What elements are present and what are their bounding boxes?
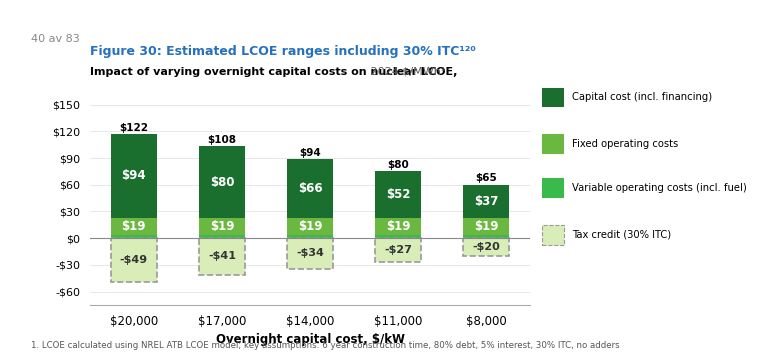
Bar	[463, 235, 509, 238]
Text: $108: $108	[207, 135, 236, 145]
Text: $122: $122	[119, 123, 148, 132]
Text: -$27: -$27	[385, 245, 412, 255]
X-axis label: Overnight capital cost, $/kW: Overnight capital cost, $/kW	[215, 333, 405, 346]
Bar	[287, 235, 333, 238]
Bar	[199, 238, 245, 275]
Text: $19: $19	[210, 220, 234, 233]
Text: Variable operating costs (incl. fuel): Variable operating costs (incl. fuel)	[572, 183, 746, 193]
Text: $65: $65	[476, 173, 497, 183]
Bar	[463, 185, 509, 218]
Bar	[111, 235, 157, 238]
Text: $66: $66	[298, 182, 322, 195]
Text: $19: $19	[122, 220, 146, 233]
Text: $52: $52	[386, 188, 410, 201]
Text: $80: $80	[210, 175, 234, 188]
Text: Impact of varying overnight capital costs on nuclear LCOE,: Impact of varying overnight capital cost…	[90, 67, 457, 77]
Text: 2024 $/MWh¹: 2024 $/MWh¹	[367, 67, 445, 77]
Bar	[375, 235, 421, 238]
Bar	[199, 147, 245, 218]
Text: -$34: -$34	[296, 248, 324, 258]
Bar	[111, 218, 157, 235]
Bar	[287, 218, 333, 235]
Text: Fixed operating costs: Fixed operating costs	[572, 139, 678, 149]
Bar	[463, 218, 509, 235]
Text: 40 av 83: 40 av 83	[31, 34, 80, 44]
Bar	[111, 238, 157, 282]
Bar	[463, 238, 509, 256]
Text: -$41: -$41	[208, 252, 236, 261]
Text: $80: $80	[388, 160, 409, 170]
Bar	[287, 238, 333, 269]
Text: Tax credit (30% ITC): Tax credit (30% ITC)	[572, 230, 671, 240]
Text: Capital cost (incl. financing): Capital cost (incl. financing)	[572, 92, 712, 103]
Text: -$49: -$49	[119, 255, 148, 265]
Bar	[375, 238, 421, 262]
Text: Figure 30: Estimated LCOE ranges including 30% ITC¹²⁰: Figure 30: Estimated LCOE ranges includi…	[90, 45, 476, 58]
Text: $37: $37	[474, 195, 498, 208]
Bar	[199, 235, 245, 238]
Text: $94: $94	[122, 169, 146, 182]
Text: $19: $19	[474, 220, 498, 233]
Bar	[375, 218, 421, 235]
Bar	[199, 218, 245, 235]
Text: $94: $94	[300, 148, 321, 157]
Bar	[287, 159, 333, 218]
Text: $19: $19	[298, 220, 322, 233]
Bar	[375, 171, 421, 218]
Text: 1. LCOE calculated using NREL ATB LCOE model; key assumptions: 6 year constructi: 1. LCOE calculated using NREL ATB LCOE m…	[31, 341, 620, 350]
Text: $19: $19	[386, 220, 410, 233]
Bar	[111, 134, 157, 218]
Text: -$20: -$20	[473, 242, 500, 252]
